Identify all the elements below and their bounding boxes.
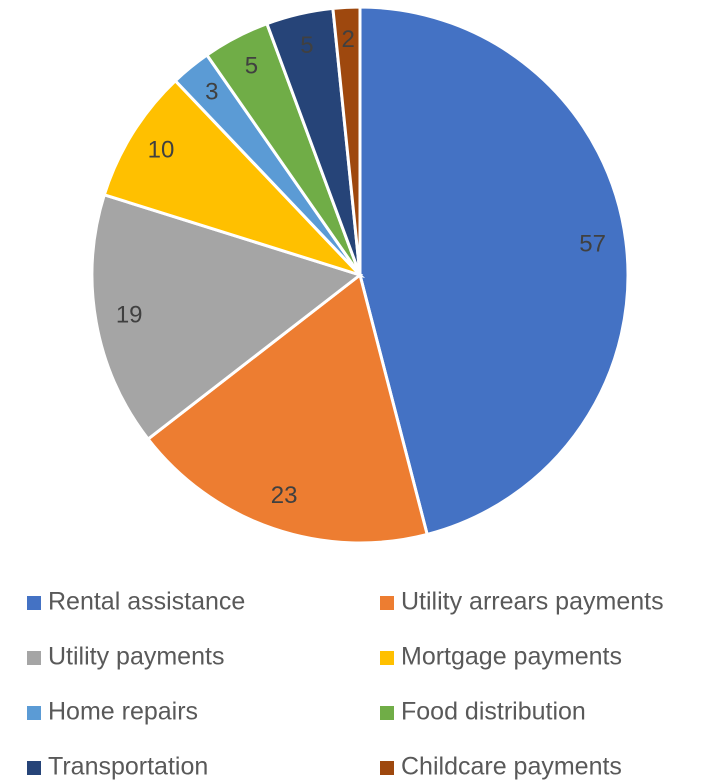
legend-marker xyxy=(380,596,394,610)
data-label: 10 xyxy=(148,136,175,163)
data-label: 2 xyxy=(341,26,354,53)
legend-marker xyxy=(380,761,394,775)
legend-marker xyxy=(380,651,394,665)
pie-slice xyxy=(90,192,364,442)
pie-slice xyxy=(331,5,362,276)
legend-label: Utility payments xyxy=(48,643,224,671)
legend-label: Mortgage payments xyxy=(401,643,622,671)
data-label: 5 xyxy=(245,52,258,79)
data-label: 19 xyxy=(116,302,143,329)
legend-label: Childcare payments xyxy=(401,753,622,781)
legend-label: Food distribution xyxy=(401,698,586,726)
legend-marker xyxy=(380,706,394,720)
data-label: 3 xyxy=(205,79,218,106)
legend-label: Transportation xyxy=(48,753,208,781)
pie-slice xyxy=(102,78,366,279)
legend-marker xyxy=(27,706,41,720)
legend-label: Home repairs xyxy=(48,698,198,726)
data-label: 23 xyxy=(271,482,298,509)
pie-slice xyxy=(145,272,430,545)
data-label: 57 xyxy=(579,231,606,258)
legend-marker xyxy=(27,761,41,775)
pie-slice xyxy=(358,5,630,537)
legend-marker xyxy=(27,651,41,665)
legend-marker xyxy=(27,596,41,610)
legend-label: Rental assistance xyxy=(48,588,245,616)
legend-label: Utility arrears payments xyxy=(401,588,664,616)
data-label: 5 xyxy=(300,32,313,59)
